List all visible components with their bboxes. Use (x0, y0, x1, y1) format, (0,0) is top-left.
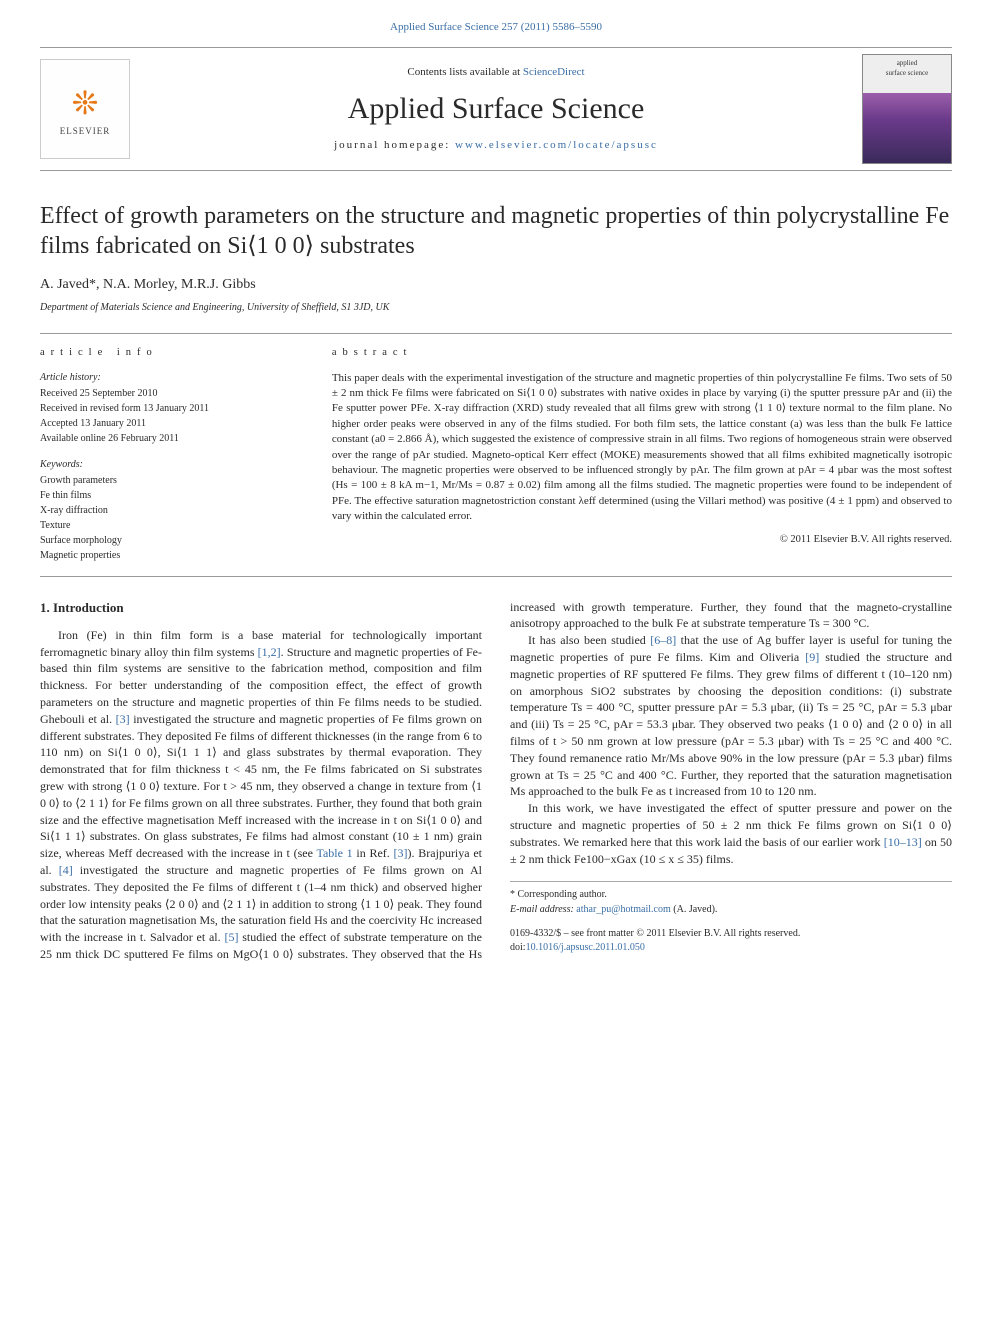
history-accepted: Accepted 13 January 2011 (40, 417, 312, 431)
corresponding-label: * Corresponding author. (510, 888, 952, 902)
contents-line: Contents lists available at ScienceDirec… (150, 65, 842, 80)
front-matter-text: 0169-4332/$ – see front matter © 2011 El… (510, 927, 952, 941)
table-link-1[interactable]: Table 1 (316, 846, 352, 860)
article-info-block: article info Article history: Received 2… (40, 346, 332, 564)
article-body: 1. Introduction Iron (Fe) in thin film f… (40, 599, 952, 963)
elsevier-logo: ❊ ELSEVIER (40, 59, 130, 159)
article-info-heading: article info (40, 346, 312, 361)
ref-link-3[interactable]: [3] (116, 712, 130, 726)
abstract-text: This paper deals with the experimental i… (332, 371, 952, 525)
history-received: Received 25 September 2010 (40, 387, 312, 401)
affiliation-line: Department of Materials Science and Engi… (40, 301, 952, 315)
journal-header-center: Contents lists available at ScienceDirec… (130, 65, 862, 154)
article-title: Effect of growth parameters on the struc… (40, 201, 952, 261)
keyword-4: Surface morphology (40, 534, 312, 548)
front-matter-block: 0169-4332/$ – see front matter © 2011 El… (510, 927, 952, 955)
email-line: E-mail address: athar_pu@hotmail.com (A.… (510, 903, 952, 917)
intro-p2: It has also been studied [6–8] that the … (510, 632, 952, 800)
keyword-5: Magnetic properties (40, 549, 312, 563)
journal-title: Applied Surface Science (150, 88, 842, 130)
author-email-link[interactable]: athar_pu@hotmail.com (576, 904, 670, 915)
citation-text: Applied Surface Science 257 (2011) 5586–… (390, 21, 602, 33)
ref-link-6-8[interactable]: [6–8] (650, 633, 676, 647)
abstract-copyright: © 2011 Elsevier B.V. All rights reserved… (332, 533, 952, 548)
elsevier-tree-icon: ❊ (72, 81, 99, 126)
cover-label-1: applied (863, 59, 951, 69)
journal-home-prefix: journal homepage: (334, 139, 455, 151)
ref-link-3b[interactable]: [3] (394, 846, 408, 860)
intro-p3: In this work, we have investigated the e… (510, 800, 952, 867)
abstract-heading: abstract (332, 346, 952, 361)
article-history-label: Article history: (40, 371, 312, 385)
cover-label-2: surface science (863, 69, 951, 79)
contents-prefix: Contents lists available at (407, 66, 522, 78)
journal-home-line: journal homepage: www.elsevier.com/locat… (150, 138, 842, 153)
journal-cover-thumb: applied surface science (862, 54, 952, 164)
journal-home-link[interactable]: www.elsevier.com/locate/apsusc (455, 139, 658, 151)
history-online: Available online 26 February 2011 (40, 432, 312, 446)
ref-link-1-2[interactable]: [1,2] (258, 645, 281, 659)
authors-line: A. Javed*, N.A. Morley, M.R.J. Gibbs (40, 275, 952, 295)
ref-link-4[interactable]: [4] (59, 863, 73, 877)
keyword-2: X-ray diffraction (40, 504, 312, 518)
running-header: Applied Surface Science 257 (2011) 5586–… (40, 20, 952, 35)
sciencedirect-link[interactable]: ScienceDirect (523, 66, 585, 78)
journal-header-bar: ❊ ELSEVIER Contents lists available at S… (40, 47, 952, 171)
elsevier-logo-text: ELSEVIER (60, 125, 111, 138)
corresponding-author-footnote: * Corresponding author. E-mail address: … (510, 881, 952, 917)
ref-link-9[interactable]: [9] (805, 650, 819, 664)
history-revised: Received in revised form 13 January 2011 (40, 402, 312, 416)
keyword-1: Fe thin films (40, 489, 312, 503)
ref-link-5[interactable]: [5] (224, 930, 238, 944)
doi-link[interactable]: 10.1016/j.apsusc.2011.01.050 (526, 942, 645, 953)
doi-line: doi:10.1016/j.apsusc.2011.01.050 (510, 941, 952, 955)
abstract-block: abstract This paper deals with the exper… (332, 346, 952, 564)
ref-link-10-13[interactable]: [10–13] (884, 835, 922, 849)
keyword-3: Texture (40, 519, 312, 533)
section-heading-introduction: 1. Introduction (40, 599, 482, 617)
article-meta-area: article info Article history: Received 2… (40, 333, 952, 577)
keywords-label: Keywords: (40, 458, 312, 472)
keyword-0: Growth parameters (40, 474, 312, 488)
